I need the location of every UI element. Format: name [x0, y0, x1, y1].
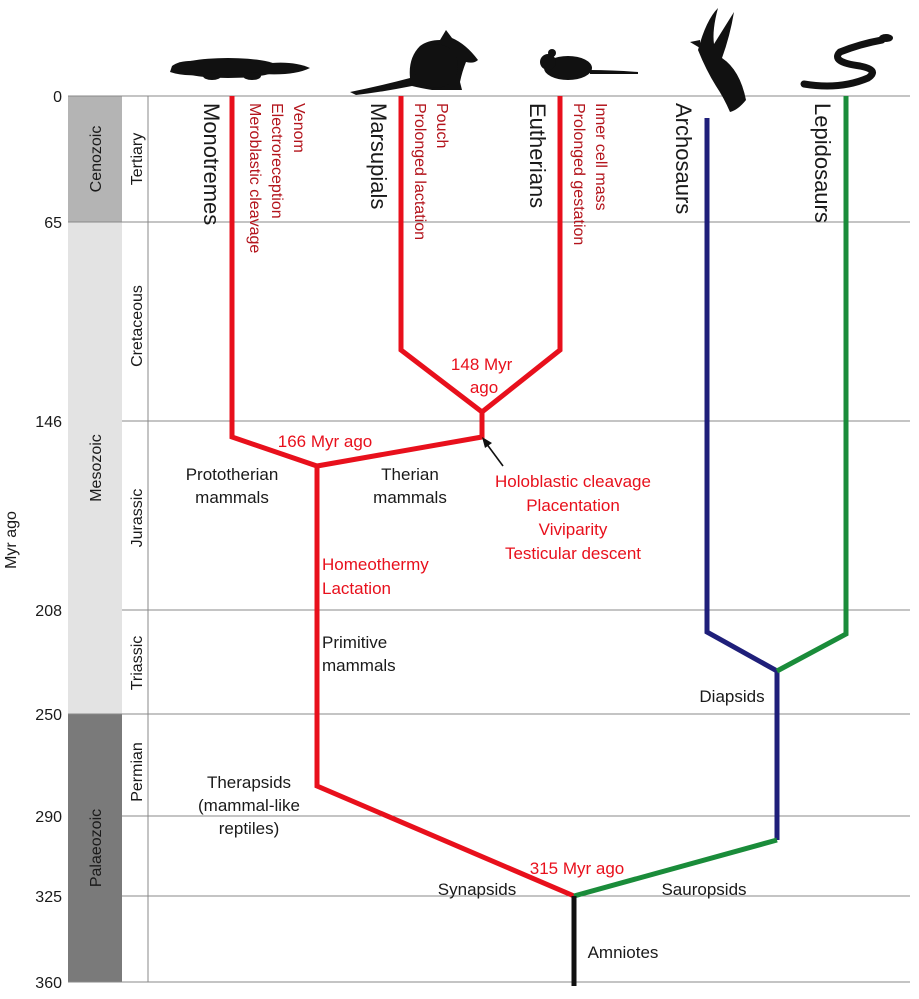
trait-lactation: Lactation	[322, 579, 391, 598]
period-label-tertiary: Tertiary	[129, 133, 146, 185]
axis-label: Myr ago	[3, 511, 20, 569]
snake-head	[879, 34, 893, 42]
clade-prototherian-line1: Prototherian	[186, 465, 279, 484]
clade-therian-line2: mammals	[373, 488, 447, 507]
trait-viviparity: Viviparity	[539, 520, 608, 539]
kangaroo-silhouette	[350, 30, 478, 95]
era-label-cenozoic: Cenozoic	[88, 126, 105, 193]
clade-diapsids: Diapsids	[699, 687, 764, 706]
clade-amniotes: Amniotes	[588, 943, 659, 962]
trait-homeothermy: Homeothermy	[322, 555, 429, 574]
trait-testicular-descent: Testicular descent	[505, 544, 641, 563]
period-label-permian: Permian	[129, 742, 146, 802]
era-bar-palaeozoic	[68, 714, 122, 982]
tick-325: 325	[35, 889, 62, 906]
platypus-silhouette	[170, 58, 310, 80]
clade-therapsids-line2: (mammal-like	[198, 796, 300, 815]
period-label-cretaceous: Cretaceous	[129, 285, 146, 367]
trait-prolonged-lactation: Prolonged lactation	[411, 103, 428, 240]
tick-290: 290	[35, 809, 62, 826]
clade-therian-line1: Therian	[381, 465, 439, 484]
trait-meroblastic-cleavage: Meroblastic cleavage	[246, 103, 263, 253]
trait-prolonged-gestation: Prolonged gestation	[570, 103, 587, 245]
clade-sauropsids: Sauropsids	[661, 880, 746, 899]
node-label-315: 315 Myr ago	[530, 859, 625, 878]
trait-holoblastic-cleavage: Holoblastic cleavage	[495, 472, 651, 491]
taxon-archosaurs: Archosaurs	[671, 103, 696, 214]
node-label-148: 148 Myr ago	[451, 355, 517, 397]
taxon-marsupials: Marsupials	[366, 103, 391, 209]
tick-0: 0	[53, 89, 62, 106]
tick-360: 360	[35, 975, 62, 992]
trait-pouch: Pouch	[433, 103, 450, 148]
mammal-lineage-branches	[229, 96, 575, 899]
archosaur-lineage-branch	[704, 118, 780, 840]
clade-therapsids-line3: reptiles)	[219, 819, 279, 838]
tick-146: 146	[35, 414, 62, 431]
tick-208: 208	[35, 603, 62, 620]
trait-inner-cell-mass: Inner cell mass	[592, 103, 609, 211]
taxon-eutherians: Eutherians	[525, 103, 550, 208]
period-label-triassic: Triassic	[129, 636, 146, 691]
clade-therapsids-line1: Therapsids	[207, 773, 291, 792]
lepidosaur-lineage-branches	[573, 96, 849, 899]
era-label-palaeozoic: Palaeozoic	[88, 809, 105, 887]
clade-synapsids: Synapsids	[438, 880, 516, 899]
taxon-lepidosaurs: Lepidosaurs	[810, 103, 835, 223]
mouse-silhouette	[540, 49, 638, 80]
node-label-166: 166 Myr ago	[278, 432, 373, 451]
era-label-mesozoic: Mesozoic	[88, 434, 105, 502]
era-bar-cenozoic	[68, 96, 122, 222]
node-label-148-line1: 148 Myr	[451, 355, 513, 374]
clade-primitive-line1: Primitive	[322, 633, 387, 652]
taxon-monotremes: Monotremes	[199, 103, 224, 225]
trait-placentation: Placentation	[526, 496, 620, 515]
trait-venom: Venom	[290, 103, 307, 153]
clade-primitive-line2: mammals	[322, 656, 396, 675]
therian-node-arrow	[485, 442, 504, 467]
era-bar-mesozoic	[68, 222, 122, 714]
tick-250: 250	[35, 707, 62, 724]
snake-silhouette	[800, 36, 886, 90]
clade-prototherian-line2: mammals	[195, 488, 269, 507]
tick-65: 65	[44, 215, 62, 232]
bird-silhouette	[690, 8, 746, 112]
time-gridlines	[68, 95, 910, 983]
node-label-148-line2: ago	[470, 378, 498, 397]
trait-electroreception: Electroreception	[268, 103, 285, 219]
therian-node-arrowhead	[482, 437, 492, 448]
period-label-jurassic: Jurassic	[129, 489, 146, 548]
